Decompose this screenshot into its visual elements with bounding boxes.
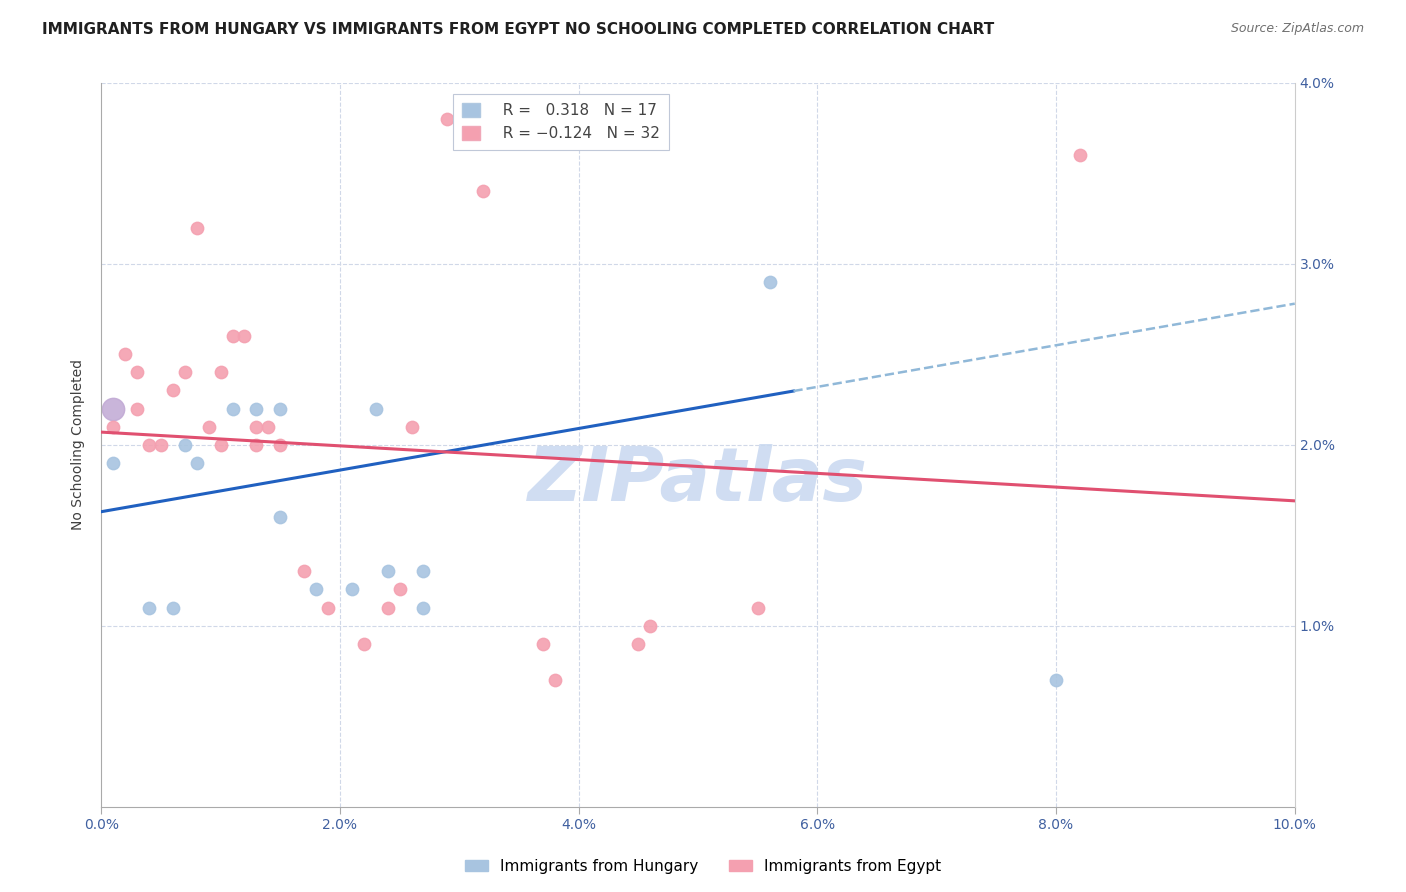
Point <box>245 401 267 416</box>
Point <box>353 637 375 651</box>
Point <box>412 565 434 579</box>
Text: Source: ZipAtlas.com: Source: ZipAtlas.com <box>1230 22 1364 36</box>
Point <box>1069 148 1091 162</box>
Point <box>758 275 780 289</box>
Point <box>269 438 291 452</box>
Point <box>531 637 554 651</box>
Point <box>377 565 399 579</box>
Text: IMMIGRANTS FROM HUNGARY VS IMMIGRANTS FROM EGYPT NO SCHOOLING COMPLETED CORRELAT: IMMIGRANTS FROM HUNGARY VS IMMIGRANTS FR… <box>42 22 994 37</box>
Point <box>257 419 280 434</box>
Point <box>245 419 267 434</box>
Legend:   R =   0.318   N = 17,   R = −0.124   N = 32: R = 0.318 N = 17, R = −0.124 N = 32 <box>453 95 669 151</box>
Point <box>401 419 423 434</box>
Point <box>245 438 267 452</box>
Point <box>125 365 148 379</box>
Point <box>269 401 291 416</box>
Text: ZIPatlas: ZIPatlas <box>529 444 868 517</box>
Y-axis label: No Schooling Completed: No Schooling Completed <box>72 359 86 530</box>
Point <box>233 329 256 343</box>
Point <box>305 582 328 597</box>
Point <box>364 401 387 416</box>
Point <box>209 365 232 379</box>
Point <box>209 438 232 452</box>
Point <box>197 419 219 434</box>
Point <box>1045 673 1067 687</box>
Legend: Immigrants from Hungary, Immigrants from Egypt: Immigrants from Hungary, Immigrants from… <box>458 853 948 880</box>
Point <box>747 600 769 615</box>
Point <box>101 401 124 416</box>
Point <box>377 600 399 615</box>
Point <box>173 365 195 379</box>
Point <box>269 510 291 524</box>
Point <box>186 456 208 470</box>
Point <box>388 582 411 597</box>
Point <box>638 618 661 632</box>
Point <box>221 329 243 343</box>
Point <box>162 600 184 615</box>
Point <box>114 347 136 361</box>
Point <box>292 565 315 579</box>
Point <box>162 384 184 398</box>
Point <box>627 637 650 651</box>
Point <box>544 673 567 687</box>
Point <box>138 600 160 615</box>
Point <box>316 600 339 615</box>
Point <box>173 438 195 452</box>
Point <box>186 220 208 235</box>
Point <box>221 401 243 416</box>
Point <box>125 401 148 416</box>
Point <box>436 112 458 127</box>
Point <box>149 438 172 452</box>
Point <box>101 456 124 470</box>
Point <box>412 600 434 615</box>
Point <box>472 185 495 199</box>
Point <box>138 438 160 452</box>
Point <box>101 419 124 434</box>
Point <box>340 582 363 597</box>
